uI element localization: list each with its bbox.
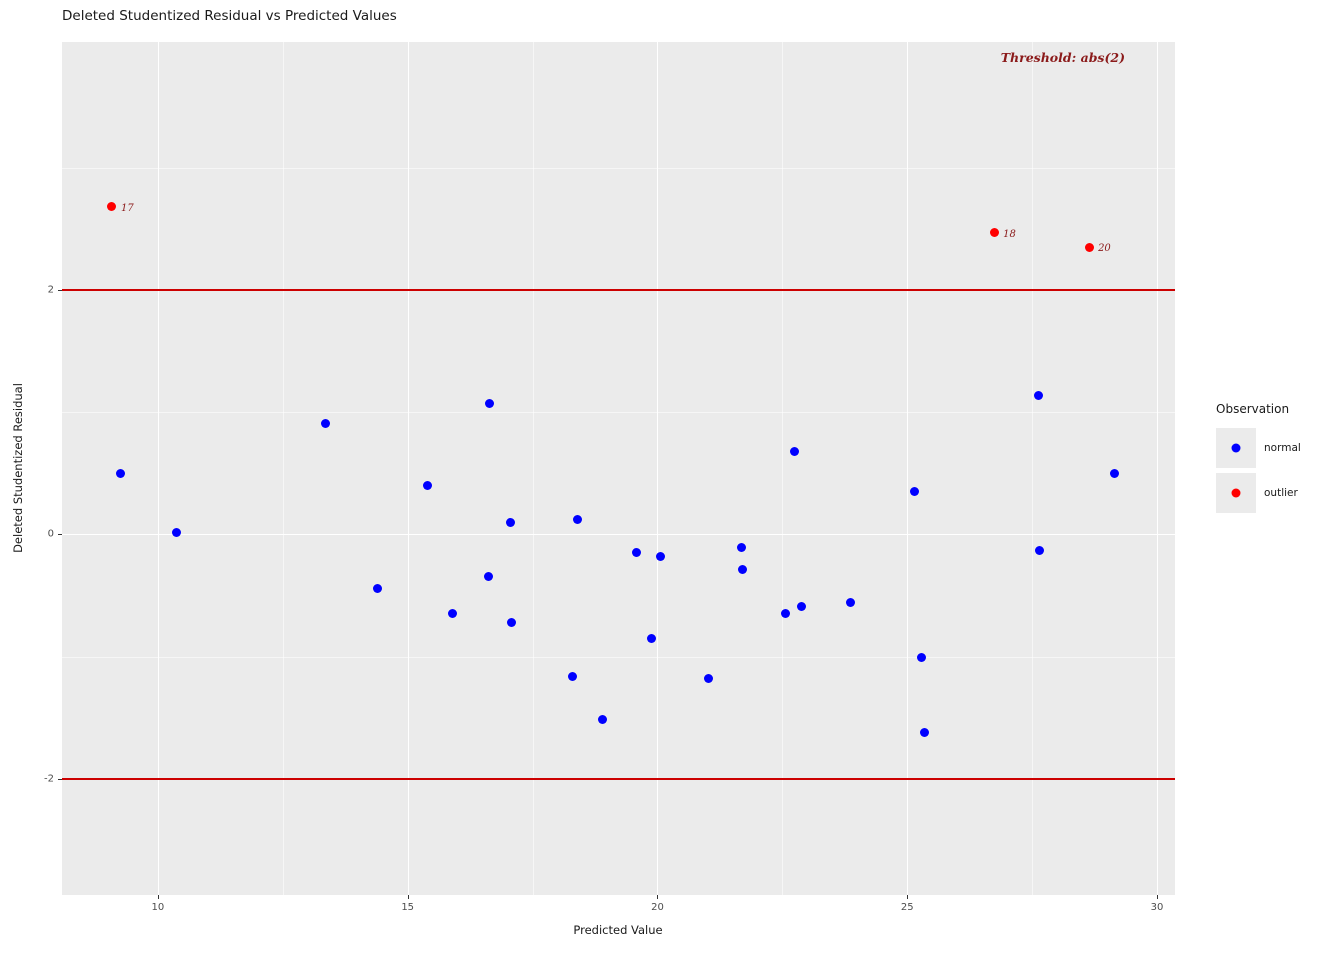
normal-data-point — [916, 653, 926, 663]
normal-data-point — [646, 633, 656, 643]
legend-entry-outlier: outlier — [1216, 473, 1340, 513]
normal-data-point — [796, 602, 806, 612]
outlier-point-label: 20 — [1098, 243, 1111, 255]
x-tick-mark — [407, 895, 409, 899]
normal-data-point — [703, 674, 713, 684]
normal-data-point — [1109, 468, 1119, 478]
normal-data-point — [845, 598, 855, 608]
normal-data-point — [172, 527, 182, 537]
gridline-x-major — [1157, 42, 1159, 895]
normal-data-point — [736, 543, 746, 553]
x-tick-mark — [1157, 895, 1159, 899]
normal-data-point — [568, 671, 578, 681]
legend: Observation normal outlier — [1216, 402, 1340, 518]
gridline-x-major — [907, 42, 909, 895]
y-tick-label: 0 — [47, 528, 54, 540]
normal-data-point — [506, 517, 516, 527]
y-tick-mark — [58, 290, 62, 292]
normal-data-point — [919, 727, 929, 737]
x-tick-label: 30 — [1150, 902, 1164, 913]
gridline-y-minor — [62, 412, 1175, 414]
gridline-y-minor — [62, 167, 1175, 169]
legend-key-outlier — [1216, 473, 1256, 513]
normal-data-point — [598, 714, 607, 724]
gridline-x-minor — [1032, 42, 1034, 895]
normal-data-point — [1033, 390, 1043, 400]
normal-data-point — [573, 515, 583, 525]
threshold-line — [62, 777, 1175, 780]
normal-data-point — [1034, 545, 1044, 555]
x-axis-title: Predicted Value — [573, 923, 663, 937]
x-tick-label: 15 — [401, 902, 415, 913]
normal-data-point — [373, 583, 383, 593]
threshold-line — [62, 289, 1175, 292]
x-tick-mark — [157, 895, 159, 899]
normal-data-point — [448, 609, 458, 619]
normal-data-point — [507, 617, 517, 627]
threshold-annotation: Threshold: abs(2) — [1000, 50, 1125, 65]
normal-data-point — [484, 571, 494, 581]
normal-data-point — [423, 481, 433, 491]
x-tick-mark — [907, 895, 909, 899]
plot-title: Deleted Studentized Residual vs Predicte… — [62, 8, 397, 24]
legend-label-outlier: outlier — [1264, 487, 1298, 499]
outlier-point-label: 18 — [1003, 228, 1016, 240]
normal-data-point — [116, 468, 126, 478]
y-axis-title: Deleted Studentized Residual — [11, 383, 25, 553]
gridline-x-minor — [782, 42, 784, 895]
gridline-x-major — [157, 42, 159, 895]
outlier-point-label: 17 — [120, 202, 134, 214]
y-tick-label: 2 — [47, 284, 54, 296]
normal-data-point — [655, 551, 665, 561]
legend-entries: normal outlier — [1216, 428, 1340, 513]
legend-entry-normal: normal — [1216, 428, 1340, 468]
x-tick-label: 20 — [651, 902, 664, 913]
x-tick-label: 25 — [900, 902, 914, 913]
y-tick-mark — [58, 534, 62, 536]
legend-key-normal — [1216, 428, 1256, 468]
legend-title: Observation — [1216, 402, 1290, 416]
gridline-x-major — [407, 42, 409, 895]
gridline-y-major — [62, 534, 1175, 536]
normal-legend-dot-icon — [1231, 443, 1241, 453]
gridline-x-minor — [532, 42, 534, 895]
normal-data-point — [631, 548, 641, 558]
normal-data-point — [737, 565, 747, 575]
normal-data-point — [485, 399, 495, 409]
outlier-data-point — [989, 228, 999, 238]
normal-data-point — [321, 418, 331, 428]
legend-label-normal: normal — [1264, 442, 1301, 454]
x-tick-mark — [657, 895, 659, 899]
normal-data-point — [909, 487, 919, 497]
y-tick-mark — [58, 778, 62, 780]
normal-data-point — [780, 609, 790, 619]
gridline-x-minor — [282, 42, 284, 895]
outlier-data-point — [107, 202, 117, 212]
plot-panel: 17 18 20 Threshold: abs(2) — [62, 42, 1175, 895]
gridline-y-minor — [62, 656, 1175, 658]
normal-data-point — [789, 446, 799, 456]
y-tick-label: -2 — [44, 773, 54, 785]
x-tick-label: 10 — [151, 902, 165, 913]
outlier-legend-dot-icon — [1231, 488, 1241, 498]
outlier-data-point — [1084, 242, 1094, 252]
gridline-x-major — [657, 42, 659, 895]
